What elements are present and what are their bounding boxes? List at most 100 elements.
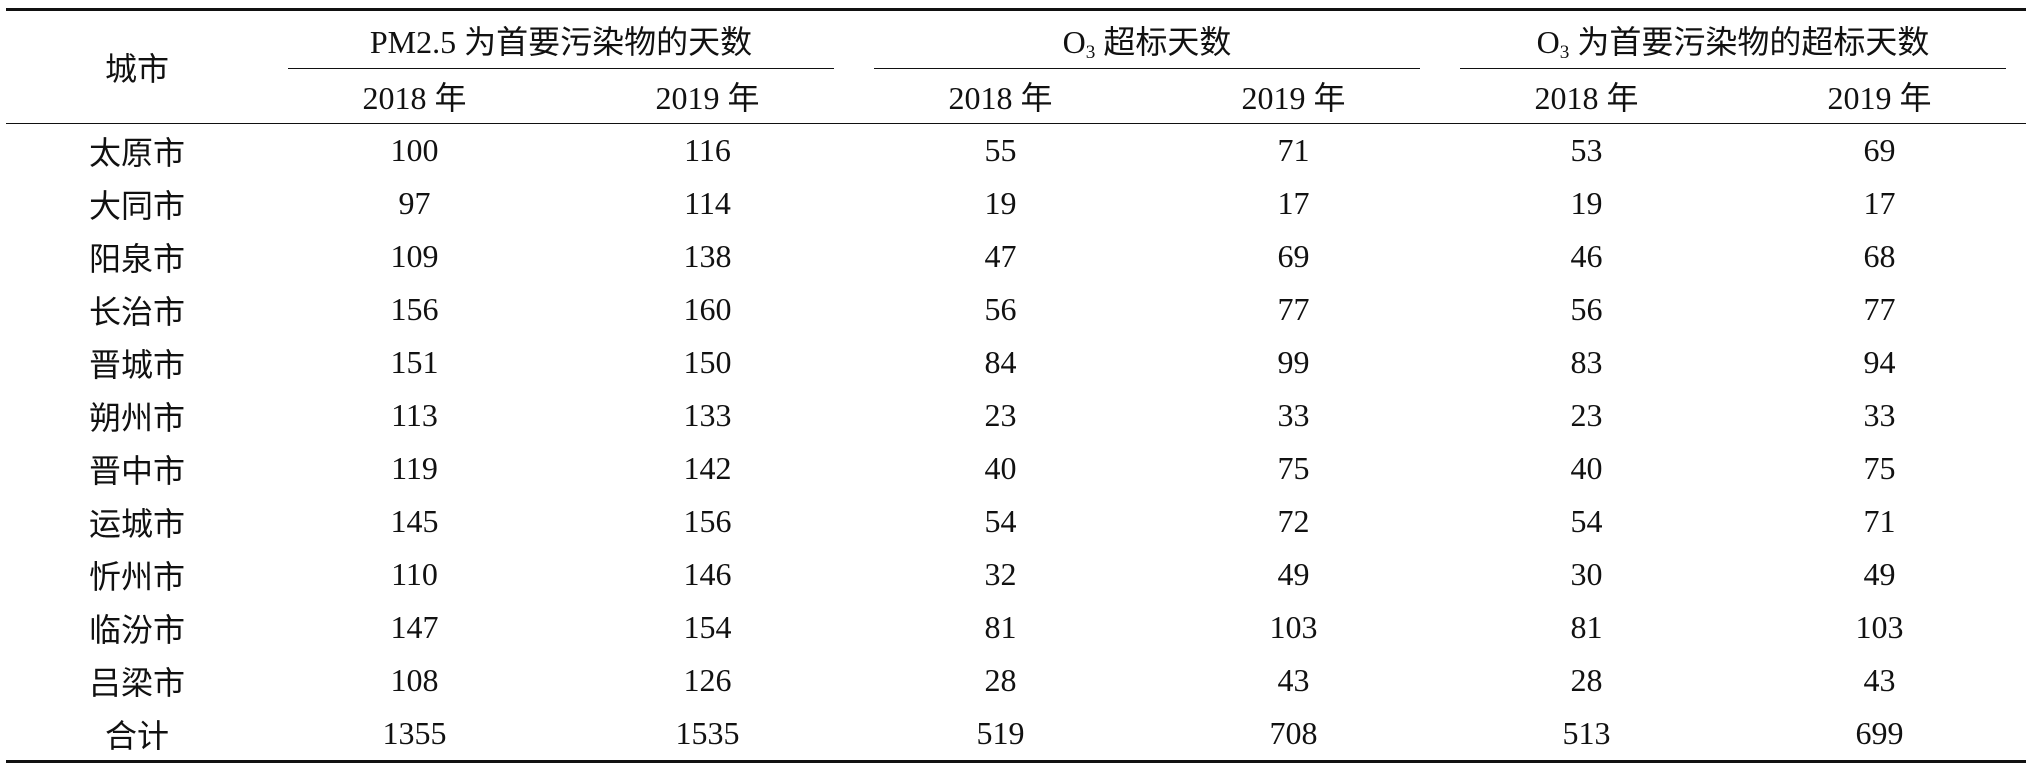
- total-row: 合计 1355 1535 519 708 513 699: [6, 707, 2027, 762]
- value-cell: 699: [1855, 715, 1904, 751]
- value-cell: 116: [684, 132, 731, 168]
- value-cell: 55: [984, 132, 1017, 168]
- value-cell: 81: [1570, 609, 1603, 645]
- value-cell: 160: [683, 291, 732, 327]
- value-cell: 108: [390, 662, 439, 698]
- group-header-o3-exceed: O3 超标天数: [854, 9, 1441, 69]
- table-row: 朔州市 113 133 23 33 23 33: [6, 389, 2026, 442]
- value-cell: 56: [1570, 291, 1603, 327]
- value-cell: 72: [1277, 503, 1310, 539]
- value-cell: 119: [391, 450, 438, 486]
- table-header: 城市 PM2.5 为首要污染物的天数 O3 超标天数 O3 为首要污染物的超标天…: [6, 9, 2027, 124]
- value-cell: 19: [984, 185, 1017, 221]
- table-row: 晋中市 119 142 40 75 40 75: [6, 442, 2026, 495]
- table-row: 长治市 156 160 56 77 56 77: [6, 283, 2026, 336]
- value-cell: 151: [390, 344, 439, 380]
- year-header: 2019 年: [1827, 80, 1932, 116]
- table-row: 忻州市 110 146 32 49 30 49: [6, 548, 2026, 601]
- value-cell: 28: [1570, 662, 1603, 698]
- value-cell: 32: [984, 556, 1017, 592]
- city-column-header: 城市: [104, 51, 169, 87]
- value-cell: 77: [1277, 291, 1310, 327]
- city-cell: 合计: [104, 717, 169, 754]
- value-cell: 77: [1863, 291, 1896, 327]
- table-row: 临汾市 147 154 81 103 81 103: [6, 601, 2026, 654]
- value-cell: 513: [1562, 715, 1611, 751]
- value-cell: 17: [1277, 185, 1310, 221]
- value-cell: 110: [391, 556, 438, 592]
- value-cell: 113: [391, 397, 438, 433]
- table-row: 吕梁市 108 126 28 43 28 43: [6, 654, 2026, 707]
- value-cell: 56: [984, 291, 1017, 327]
- value-cell: 33: [1863, 397, 1896, 433]
- value-cell: 54: [1570, 503, 1603, 539]
- value-cell: 100: [390, 132, 439, 168]
- table-body: 太原市 100 116 55 71 53 69 大同市 97 114 19 17 19 17 阳泉市 109 1…: [6, 124, 2027, 762]
- value-cell: 23: [1570, 397, 1603, 433]
- value-cell: 49: [1863, 556, 1896, 592]
- value-cell: 43: [1863, 662, 1896, 698]
- value-cell: 69: [1277, 238, 1310, 274]
- value-cell: 33: [1277, 397, 1310, 433]
- value-cell: 69: [1863, 132, 1896, 168]
- table-row: 太原市 100 116 55 71 53 69: [6, 124, 2026, 178]
- city-cell: 大同市: [88, 187, 185, 224]
- table-row: 大同市 97 114 19 17 19 17: [6, 177, 2026, 230]
- value-cell: 83: [1570, 344, 1603, 380]
- value-cell: 54: [984, 503, 1017, 539]
- city-cell: 吕梁市: [88, 664, 185, 701]
- value-cell: 47: [984, 238, 1017, 274]
- city-cell: 长治市: [88, 293, 185, 330]
- value-cell: 71: [1277, 132, 1310, 168]
- value-cell: 19: [1570, 185, 1603, 221]
- year-header: 2018 年: [362, 80, 467, 116]
- city-cell: 朔州市: [88, 399, 185, 436]
- value-cell: 75: [1277, 450, 1310, 486]
- value-cell: 81: [984, 609, 1017, 645]
- value-cell: 1535: [675, 715, 740, 751]
- value-cell: 114: [684, 185, 731, 221]
- value-cell: 150: [683, 344, 732, 380]
- value-cell: 17: [1863, 185, 1896, 221]
- value-cell: 75: [1863, 450, 1896, 486]
- value-cell: 68: [1863, 238, 1896, 274]
- table-row: 运城市 145 156 54 72 54 71: [6, 495, 2026, 548]
- value-cell: 99: [1277, 344, 1310, 380]
- value-cell: 145: [390, 503, 439, 539]
- header-row-groups: 城市 PM2.5 为首要污染物的天数 O3 超标天数 O3 为首要污染物的超标天…: [6, 9, 2027, 87]
- value-cell: 147: [390, 609, 439, 645]
- city-cell: 忻州市: [88, 558, 185, 595]
- city-cell: 运城市: [88, 505, 185, 542]
- header-row-years: 2018 年 2019 年 2018 年 2019 年 2018 年 2019 …: [6, 69, 2027, 124]
- value-cell: 1355: [382, 715, 447, 751]
- value-cell: 156: [390, 291, 439, 327]
- value-cell: 138: [683, 238, 732, 274]
- value-cell: 97: [398, 185, 431, 221]
- value-cell: 43: [1277, 662, 1310, 698]
- value-cell: 708: [1269, 715, 1318, 751]
- year-header: 2018 年: [1534, 80, 1639, 116]
- value-cell: 84: [984, 344, 1017, 380]
- value-cell: 49: [1277, 556, 1310, 592]
- group-header-o3-primary: O3 为首要污染物的超标天数: [1440, 9, 2027, 69]
- value-cell: 133: [683, 397, 732, 433]
- value-cell: 146: [683, 556, 732, 592]
- year-header: 2018 年: [948, 80, 1053, 116]
- city-cell: 阳泉市: [88, 240, 185, 277]
- value-cell: 103: [1855, 609, 1904, 645]
- value-cell: 40: [984, 450, 1017, 486]
- value-cell: 142: [683, 450, 732, 486]
- value-cell: 28: [984, 662, 1017, 698]
- value-cell: 53: [1570, 132, 1603, 168]
- table-row: 阳泉市 109 138 47 69 46 68: [6, 230, 2026, 283]
- year-header: 2019 年: [1241, 80, 1346, 116]
- group-header-pm25: PM2.5 为首要污染物的天数: [268, 9, 855, 69]
- city-cell: 晋城市: [88, 346, 185, 383]
- city-cell: 临汾市: [88, 611, 185, 648]
- value-cell: 40: [1570, 450, 1603, 486]
- value-cell: 30: [1570, 556, 1603, 592]
- value-cell: 109: [390, 238, 439, 274]
- value-cell: 46: [1570, 238, 1603, 274]
- table-row: 晋城市 151 150 84 99 83 94: [6, 336, 2026, 389]
- value-cell: 154: [683, 609, 732, 645]
